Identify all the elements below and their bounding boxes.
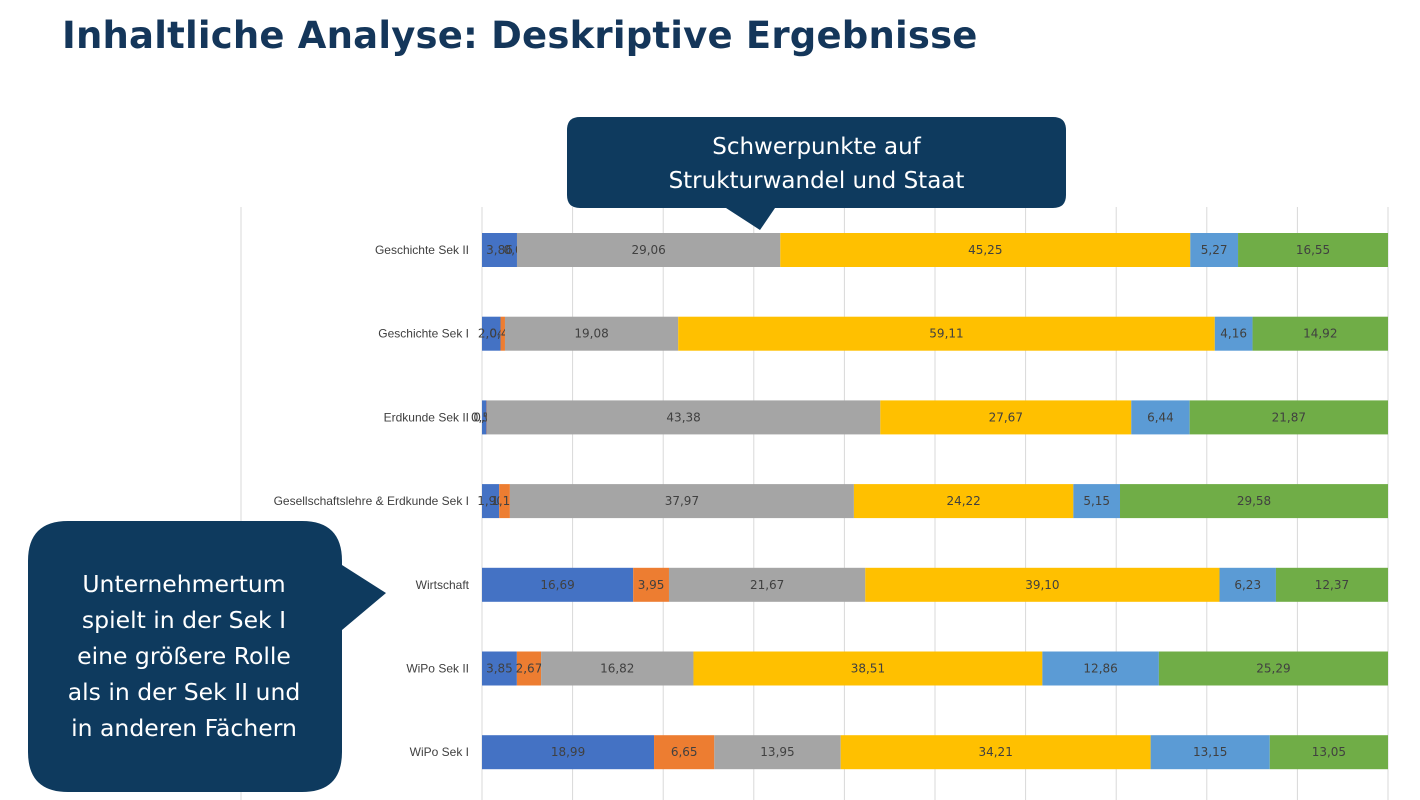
data-label: 59,11 — [929, 327, 963, 341]
callout-top-text: Schwerpunkte auf Strukturwandel und Staa… — [568, 130, 1065, 198]
data-label: 6,23 — [1234, 578, 1261, 592]
callout-top-line: Strukturwandel und Staat — [668, 168, 965, 194]
data-label: 29,58 — [1237, 494, 1271, 508]
bar-segment — [482, 735, 655, 770]
page-title: Inhaltliche Analyse: Deskriptive Ergebni… — [62, 14, 978, 57]
bar-segment — [633, 567, 669, 602]
data-label: 5,15 — [1083, 494, 1110, 508]
data-label: 38,51 — [851, 662, 885, 676]
bar-segment — [504, 316, 679, 351]
bar-segment — [1120, 484, 1388, 519]
bar-segment — [840, 735, 1151, 770]
bar-segment — [714, 735, 841, 770]
bar-segment — [482, 400, 487, 435]
data-label: 14,92 — [1303, 327, 1337, 341]
bars: 3,860,0029,0645,255,2716,552,040,4919,08… — [471, 233, 1388, 770]
data-label: 4,16 — [1220, 327, 1247, 341]
category-label: Geschichte Sek II — [375, 243, 469, 257]
bar-segment — [482, 567, 634, 602]
bar-segment — [516, 651, 542, 686]
data-label: 1,90 — [477, 494, 504, 508]
bar-segment — [486, 400, 881, 435]
data-label: 34,21 — [978, 745, 1012, 759]
bar-segment — [780, 233, 1191, 267]
category-label: Wirtschaft — [416, 578, 470, 592]
data-label: 12,86 — [1083, 662, 1117, 676]
data-label: 13,05 — [1312, 745, 1346, 759]
callout-left-line: spielt in der Sek I — [81, 606, 287, 634]
data-label: 27,67 — [989, 410, 1023, 424]
category-label: Geschichte Sek I — [378, 327, 469, 341]
data-label: 12,37 — [1315, 578, 1349, 592]
data-label: 3,86 — [486, 243, 513, 257]
data-label: 6,44 — [1147, 410, 1174, 424]
data-label: 39,10 — [1025, 578, 1059, 592]
category-label: Erdkunde Sek II — [384, 410, 469, 424]
data-label: 13,15 — [1193, 745, 1227, 759]
bar-segment — [1189, 400, 1388, 435]
data-label: 16,82 — [600, 662, 634, 676]
data-label: 3,95 — [638, 578, 665, 592]
data-label: 21,67 — [750, 578, 784, 592]
bar-segment — [693, 651, 1043, 686]
bar-segment — [678, 316, 1215, 351]
bar-segment — [880, 400, 1132, 435]
bar-segment — [1269, 735, 1388, 770]
bar-segment — [865, 567, 1220, 602]
bar-segment — [1042, 651, 1159, 686]
category-label: WiPo Sek I — [410, 745, 469, 759]
data-label: 45,25 — [968, 243, 1002, 257]
data-label: 2,04 — [478, 327, 505, 341]
data-label: 37,97 — [665, 494, 699, 508]
category-labels: Geschichte Sek II Geschichte Sek I Erdkund… — [274, 243, 470, 759]
bar-segment — [482, 651, 517, 686]
callout-left-line: Unternehmertum — [82, 570, 286, 598]
bar-segment — [482, 233, 517, 267]
data-label: 43,38 — [666, 410, 700, 424]
data-label: 29,06 — [631, 243, 665, 257]
bar-segment — [1238, 233, 1388, 267]
data-label: 13,95 — [760, 745, 794, 759]
data-label: 5,27 — [1201, 243, 1228, 257]
data-label: 16,55 — [1296, 243, 1330, 257]
data-label: 6,65 — [671, 745, 698, 759]
callout-left-line: in anderen Fächern — [71, 714, 297, 742]
bar-segment — [1219, 567, 1276, 602]
bar-segment — [516, 233, 781, 267]
bar-segment — [1158, 651, 1388, 686]
category-label: WiPo Sek II — [406, 662, 469, 676]
bar-segment — [499, 484, 510, 519]
data-label: 18,99 — [551, 745, 585, 759]
callout-top-line: Schwerpunkte auf — [712, 134, 921, 160]
bar-segment — [654, 735, 715, 770]
category-label: Gesellschaftslehre & Erdkunde Sek I — [274, 494, 469, 508]
bar-segment — [509, 484, 854, 519]
data-label: 16,69 — [540, 578, 574, 592]
bar-segment — [1150, 735, 1270, 770]
callout-bubble-top — [567, 117, 1066, 230]
bar-segment — [1190, 233, 1239, 267]
bar-segment — [500, 316, 505, 351]
bar-segment — [853, 484, 1074, 519]
bar-segment — [1214, 316, 1253, 351]
bar-segment — [482, 316, 501, 351]
callout-left-line: als in der Sek II und — [67, 678, 301, 706]
data-label: 21,87 — [1272, 410, 1306, 424]
bar-segment — [1275, 567, 1388, 602]
data-label: 2,67 — [516, 662, 543, 676]
data-label: 19,08 — [574, 327, 608, 341]
callout-bubble-left — [28, 521, 386, 792]
bar-segment — [1073, 484, 1121, 519]
bar-segment — [668, 567, 866, 602]
data-label: 24,22 — [946, 494, 980, 508]
data-label: 25,29 — [1256, 662, 1290, 676]
callout-left-line: eine größere Rolle — [77, 642, 291, 670]
data-label: 3,85 — [486, 662, 513, 676]
bar-segment — [482, 484, 500, 519]
bar-segment — [1131, 400, 1190, 435]
bar-segment — [1252, 316, 1388, 351]
callout-left-text: Unternehmertum spielt in der Sek I eine … — [28, 566, 340, 746]
bar-segment — [541, 651, 694, 686]
